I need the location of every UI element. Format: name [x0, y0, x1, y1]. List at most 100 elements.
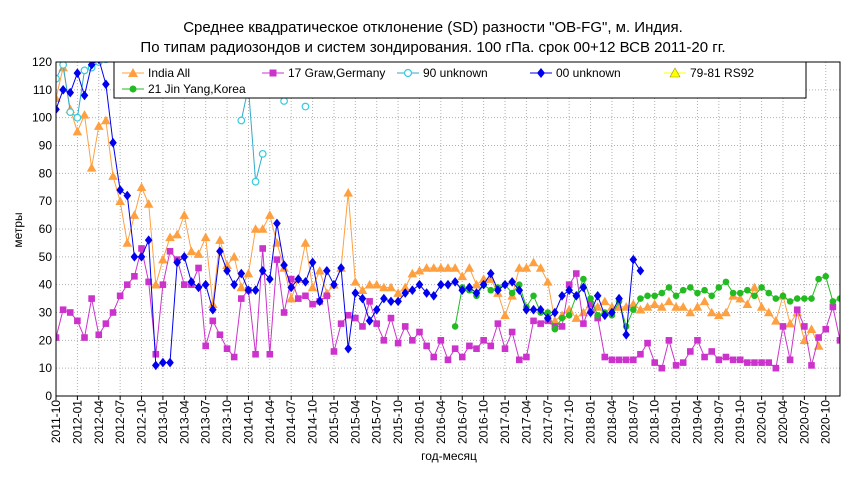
- data-point: [458, 285, 467, 296]
- data-point: [130, 252, 139, 262]
- data-point: [352, 314, 359, 322]
- legend-item-india-all: India All: [122, 66, 190, 80]
- data-point: [265, 210, 275, 219]
- data-point: [658, 289, 666, 297]
- data-point: [337, 263, 345, 273]
- data-point: [115, 196, 125, 205]
- data-point: [637, 350, 644, 358]
- data-point: [508, 277, 516, 287]
- data-point: [407, 268, 418, 278]
- x-tick-label: 2018-10: [648, 400, 662, 444]
- data-point: [593, 291, 602, 301]
- x-tick-label: 2014-01: [241, 400, 255, 444]
- x-tick-label: 2015-01: [327, 400, 341, 444]
- data-point: [515, 281, 523, 288]
- data-point: [144, 235, 153, 245]
- data-point: [735, 293, 746, 303]
- data-point: [88, 295, 95, 302]
- data-point: [223, 265, 231, 276]
- x-tick-label: 2020-04: [776, 400, 790, 444]
- x-tick-label: 2014-10: [306, 400, 320, 444]
- data-point: [551, 307, 559, 318]
- data-point: [565, 285, 573, 296]
- data-point: [450, 263, 460, 272]
- data-point: [208, 299, 218, 308]
- legend-item-21-jin-yang-korea: 21 Jin Yang,Korea: [122, 82, 246, 96]
- data-point: [457, 271, 468, 281]
- y-tick-label: 110: [33, 83, 52, 97]
- data-point: [529, 304, 538, 315]
- data-point: [786, 298, 794, 305]
- legend-item-17-graw-germany: 17 Graw,Germany: [262, 66, 385, 80]
- y-tick-label: 40: [39, 278, 53, 292]
- data-point: [280, 260, 288, 270]
- data-point: [237, 116, 246, 125]
- data-point: [251, 177, 260, 186]
- data-point: [701, 286, 708, 294]
- x-tick-label: 2017-01: [498, 400, 512, 444]
- data-point: [258, 149, 267, 158]
- legend-item-90-unknown: 90 unknown: [397, 66, 488, 80]
- x-tick-label: 2013-01: [156, 400, 170, 444]
- data-point: [537, 320, 544, 327]
- data-point: [386, 282, 396, 292]
- data-point: [266, 350, 274, 358]
- data-point: [150, 279, 161, 289]
- data-point: [465, 282, 474, 293]
- data-point: [451, 323, 459, 330]
- legend-swatch-marker: [403, 68, 413, 78]
- data-point: [287, 282, 295, 293]
- y-tick-label: 50: [39, 250, 53, 264]
- data-point: [394, 296, 402, 307]
- x-tick-label: 2012-04: [92, 400, 106, 444]
- data-point: [437, 279, 445, 290]
- data-point: [535, 263, 546, 272]
- data-point: [158, 254, 168, 264]
- data-point: [692, 302, 703, 311]
- legend-label: India All: [148, 66, 190, 80]
- data-point: [836, 337, 840, 344]
- data-point: [259, 245, 266, 252]
- data-point: [485, 274, 496, 283]
- data-point: [108, 171, 118, 180]
- data-point: [637, 295, 644, 302]
- data-point: [772, 364, 780, 372]
- data-point: [629, 254, 638, 265]
- data-point: [473, 345, 480, 352]
- x-tick-label: 2020-07: [797, 400, 811, 444]
- data-point: [101, 115, 111, 125]
- data-point: [122, 238, 133, 247]
- data-point: [387, 314, 395, 322]
- data-point: [366, 298, 373, 305]
- data-point: [66, 309, 74, 316]
- data-point: [651, 292, 658, 300]
- x-tick-label: 2016-04: [434, 400, 448, 444]
- data-point: [300, 238, 311, 247]
- data-point: [699, 296, 710, 306]
- data-point: [243, 268, 254, 278]
- data-point: [80, 66, 89, 75]
- data-point: [615, 293, 623, 304]
- x-tick-label: 2014-07: [284, 400, 298, 444]
- data-point: [763, 307, 774, 317]
- data-point: [451, 277, 459, 287]
- data-point: [416, 328, 423, 336]
- data-point: [295, 295, 302, 302]
- legend-swatch-marker: [669, 67, 681, 78]
- data-point: [137, 252, 146, 262]
- data-point: [166, 357, 174, 368]
- data-point: [230, 279, 238, 290]
- data-point: [587, 300, 594, 308]
- data-point: [694, 289, 701, 297]
- x-tick-label: 2020-10: [819, 400, 833, 444]
- data-point: [56, 104, 60, 115]
- data-point: [685, 307, 696, 317]
- data-point: [551, 325, 559, 333]
- data-point: [622, 329, 630, 340]
- data-point: [86, 162, 97, 172]
- x-tick-label: 2011-10: [49, 400, 63, 443]
- data-point: [136, 182, 147, 192]
- data-point: [394, 339, 402, 347]
- data-point: [744, 286, 751, 294]
